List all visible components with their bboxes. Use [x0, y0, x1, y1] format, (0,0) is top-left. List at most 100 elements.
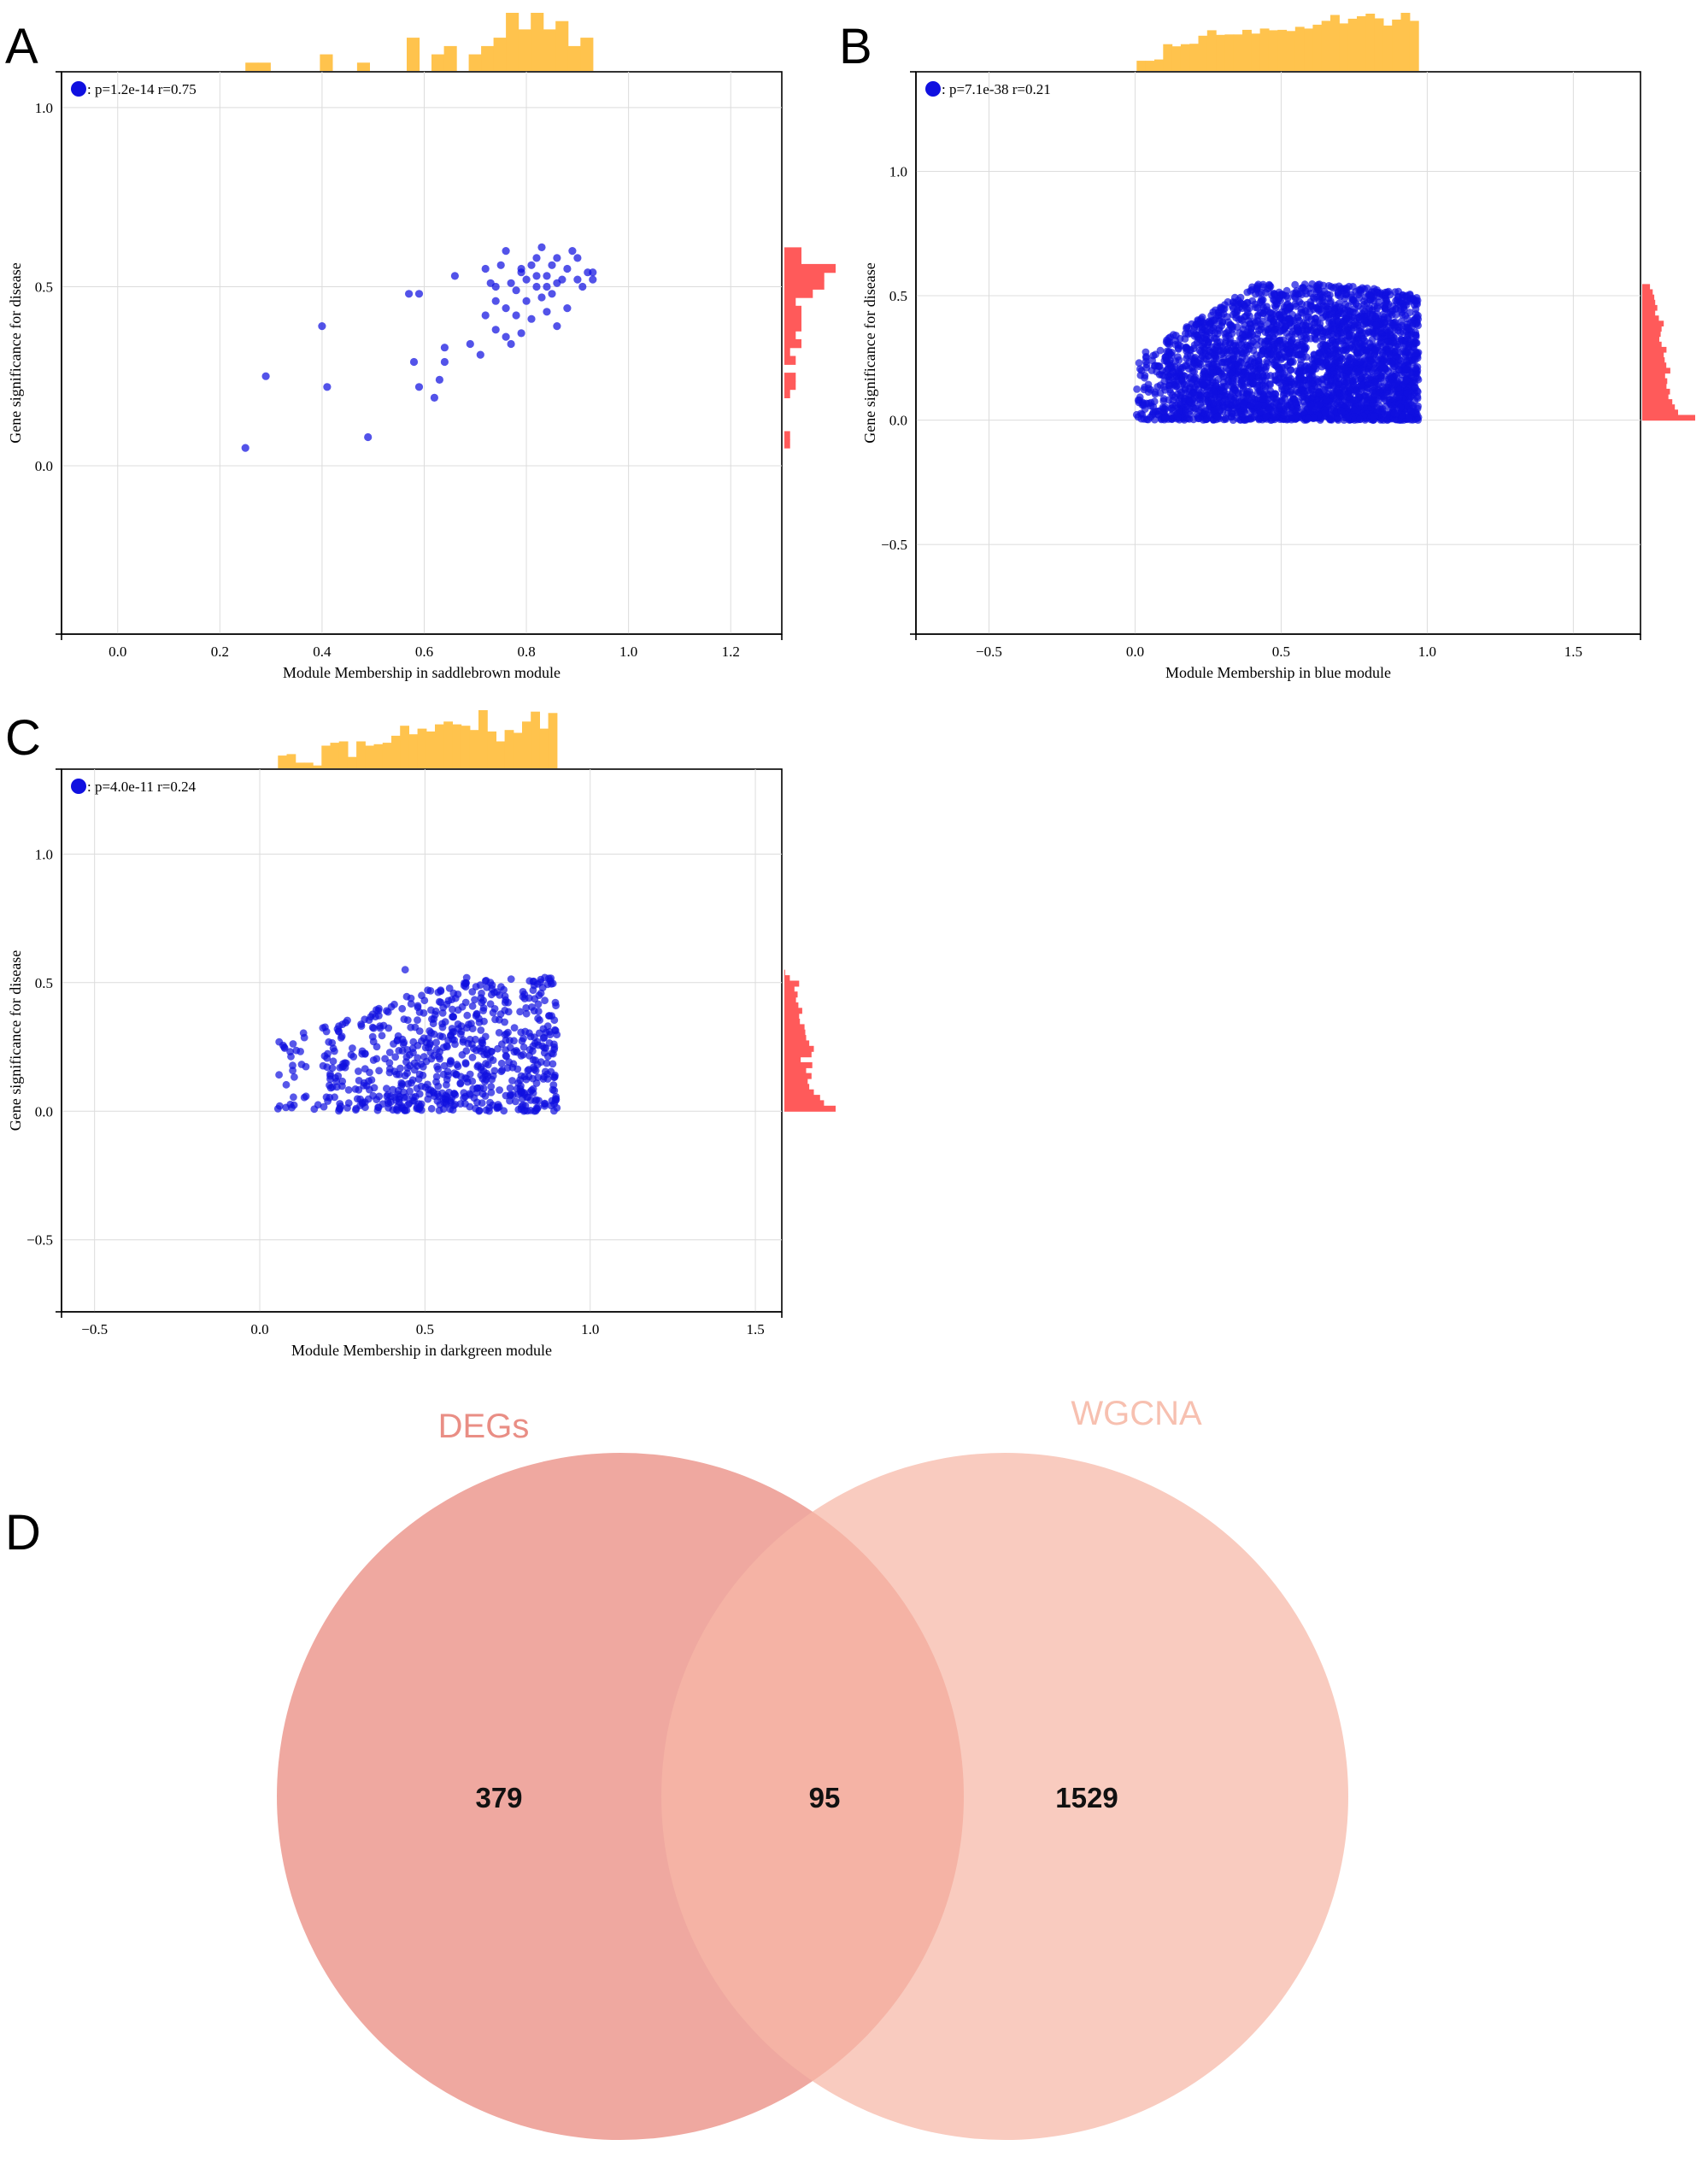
scatter-point [1353, 357, 1361, 366]
scatter-point [1201, 373, 1210, 380]
histogram-bar-right [1642, 414, 1695, 421]
histogram-bar-top [1312, 24, 1323, 71]
histogram-bar-right [1642, 409, 1678, 415]
scatter-point [438, 1023, 447, 1032]
scatter-point [335, 1104, 343, 1113]
scatter-point [491, 326, 500, 334]
scatter-point [512, 1097, 519, 1106]
scatter-point [488, 985, 496, 993]
scatter-point [1218, 383, 1226, 391]
scatter-point [1174, 399, 1183, 408]
scatter-point [549, 1060, 557, 1068]
scatter-point [481, 264, 490, 273]
scatter-point [443, 1075, 451, 1084]
scatter-point [1209, 361, 1218, 368]
scatter-point [507, 975, 515, 984]
scatter-point [1368, 294, 1376, 303]
scatter-point [1357, 381, 1365, 389]
scatter-point [369, 1024, 378, 1032]
scatter-point [1377, 362, 1385, 371]
histogram-bar-top [356, 741, 366, 768]
histogram-bar-right [784, 1061, 813, 1068]
histogram-bar-right [784, 1008, 802, 1014]
histogram-bar-top [1145, 61, 1155, 71]
scatter-point [517, 1105, 525, 1114]
scatter-point [1321, 409, 1329, 417]
panel-letter-b: B [839, 19, 872, 74]
scatter-point [457, 1027, 466, 1036]
scatter-point [1341, 290, 1349, 298]
scatter-point [461, 1060, 470, 1068]
scatter-point [357, 1022, 366, 1030]
scatter-point [415, 1027, 424, 1035]
scatter-point [408, 1044, 417, 1053]
scatter-point [1297, 305, 1306, 314]
scatter-point [527, 261, 536, 269]
scatter-point [431, 1007, 440, 1015]
scatter-point [1324, 384, 1332, 392]
scatter-point [487, 990, 496, 999]
scatter-point [1390, 319, 1398, 326]
scatter-point [512, 311, 520, 320]
scatter-point [1351, 304, 1359, 312]
scatter-point [1341, 365, 1349, 373]
histogram-bar-top [1330, 15, 1340, 71]
scatter-point [349, 1053, 358, 1061]
scatter-point [1354, 344, 1363, 352]
scatter-point [1330, 338, 1339, 346]
scatter-point [334, 1072, 343, 1080]
scatter-point [486, 1054, 495, 1062]
scatter-point [1142, 348, 1150, 356]
scatter-point [1399, 411, 1407, 420]
histogram-bar-top [513, 732, 523, 768]
scatter-point [1327, 320, 1335, 328]
histogram-bar-right [784, 1024, 805, 1031]
histogram-bar-right [784, 373, 796, 382]
scatter-point [1344, 303, 1353, 310]
scatter-point [1201, 407, 1209, 415]
scatter-point [444, 1037, 452, 1044]
scatter-point [507, 279, 515, 287]
scatter-point [1188, 379, 1195, 387]
histogram-bar-top [1216, 34, 1225, 71]
scatter-point [1203, 391, 1212, 399]
histogram-bar-top [435, 724, 444, 768]
scatter-point [1165, 385, 1174, 394]
scatter-point [1182, 385, 1189, 393]
scatter-point [1259, 344, 1267, 352]
scatter-point [1409, 295, 1417, 303]
scatter-point [1159, 371, 1168, 379]
scatter-point [1237, 373, 1246, 380]
scatter-point [406, 1061, 414, 1070]
scatter-point [398, 1035, 407, 1043]
scatter-point [1241, 346, 1250, 355]
venn-count-degs-only: 379 [475, 1782, 522, 1813]
scatter-point [1288, 327, 1297, 336]
histogram-bar-top [1259, 28, 1270, 71]
histogram-bar-top [365, 745, 375, 768]
scatter-point [394, 1086, 402, 1095]
histogram-bar-right [1642, 341, 1662, 348]
scatter-points [1132, 280, 1423, 424]
scatter-point [1353, 320, 1360, 328]
scatter-point [1200, 355, 1208, 363]
scatter-point [531, 995, 539, 1003]
scatter-point [1162, 338, 1171, 346]
scatter-point [440, 1061, 449, 1070]
scatter-point [506, 1084, 514, 1092]
scatter-point [1382, 414, 1390, 423]
scatter-point [414, 290, 424, 298]
histogram-bar-top [1409, 21, 1419, 71]
scatter-point [1330, 313, 1338, 320]
histogram-bar-top [303, 762, 314, 768]
scatter-point [1369, 386, 1377, 395]
scatter-point [302, 1092, 310, 1101]
scatter-point [496, 1086, 503, 1094]
scatter-point [1359, 329, 1367, 338]
histogram-bar-right [1642, 299, 1656, 306]
scatter-point [468, 1077, 477, 1085]
scatter-point [1345, 282, 1353, 291]
scatter-point [1186, 397, 1194, 406]
histogram-bar-right [1642, 284, 1651, 291]
scatter-point [1277, 397, 1286, 406]
